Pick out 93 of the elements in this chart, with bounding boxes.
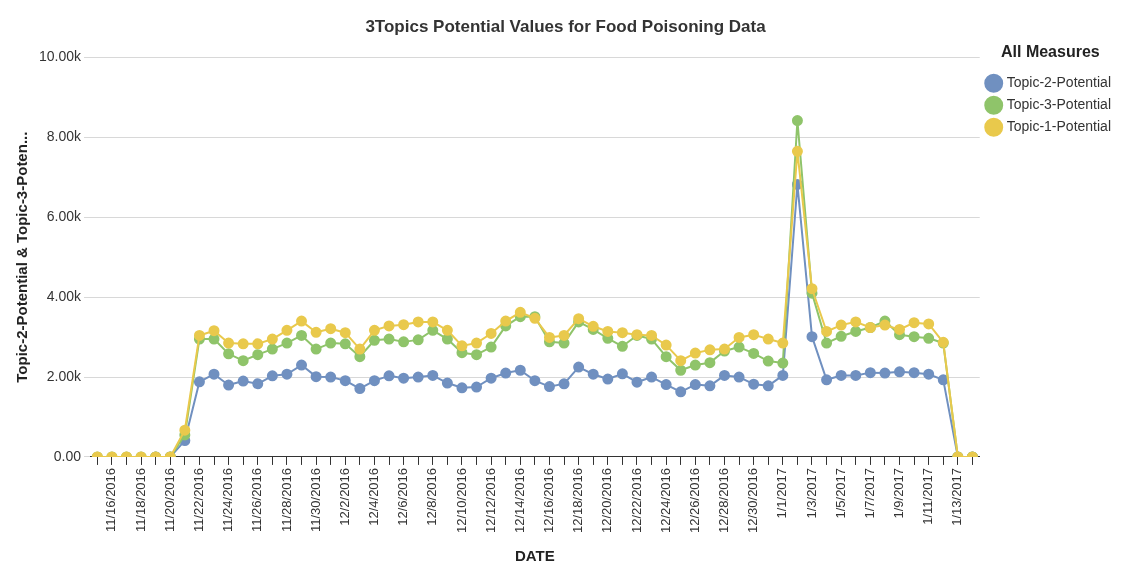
point [631,376,643,388]
x-tick-label: 11/30/2016 [307,467,323,533]
x-tick-label: 1/1/2017 [774,467,790,519]
point [602,373,614,385]
point [252,378,264,390]
point [748,378,760,390]
point [398,372,410,384]
point [835,369,847,381]
point [500,367,512,379]
legend-label: Topic-3-Potential [1006,96,1112,113]
point [879,367,891,379]
point [237,375,249,387]
point [354,383,366,395]
point [456,382,468,394]
y-tick-label: 4.00k [46,287,83,304]
x-tick-label: 1/9/2017 [891,467,907,519]
point [850,369,862,381]
point [923,368,935,380]
x-tick-label: 11/22/2016 [191,467,206,533]
y-tick-label: 2.00k [46,367,83,384]
point [368,375,380,387]
x-tick-label: 11/26/2016 [249,467,265,533]
y-tick-label: 6.00k [46,208,83,225]
point [675,386,687,398]
x-tick-label: 1/11/2017 [920,467,936,525]
point [646,371,658,383]
point [485,372,497,384]
point [660,379,672,391]
point [733,371,745,383]
x-tick-label: 12/30/2016 [745,467,761,534]
x-tick-label: 1/5/2017 [832,467,848,519]
point [266,370,278,382]
point [223,379,235,391]
point [704,380,716,392]
x-tick-label: 11/18/2016 [132,467,148,533]
legend-label: Topic-2-Potential [1006,74,1112,91]
x-tick-label: 12/12/2016 [482,467,498,534]
x-tick-label: 12/10/2016 [453,467,469,534]
point [762,380,774,392]
x-tick-label: 12/6/2016 [395,467,411,526]
x-tick-label: 12/24/2016 [657,467,673,534]
point [471,381,483,393]
legend-label: Topic-1-Potential [1006,118,1112,135]
x-tick-label: 12/26/2016 [686,467,702,534]
y-axis-title: Topic-2-Potential & Topic-3-Poten... [13,131,31,383]
point [689,379,701,391]
point [616,368,628,380]
x-tick-label: 12/2/2016 [336,467,352,526]
point [208,368,220,380]
y-tick-label: 10.00k [38,48,83,65]
point [894,366,906,378]
x-tick-label: 1/7/2017 [861,467,877,519]
x-tick-label: 12/16/2016 [541,467,557,534]
x-tick-label: 11/28/2016 [278,467,294,533]
point [296,359,308,371]
point [558,378,570,390]
point [543,381,555,393]
x-tick-label: 12/20/2016 [599,467,615,534]
x-tick-label: 11/20/2016 [161,467,177,533]
point [412,371,424,383]
point [383,370,395,382]
point [427,369,439,381]
x-tick-label: 12/8/2016 [424,467,440,526]
point [281,368,293,380]
point [864,367,876,379]
x-tick-label: 12/4/2016 [366,467,382,526]
point [339,375,351,387]
x-tick-label: 11/24/2016 [220,467,236,533]
point [718,369,730,381]
x-tick-label: 1/3/2017 [803,467,819,519]
x-axis-title: DATE [515,547,555,565]
point [587,368,599,380]
point [514,364,526,376]
point [310,371,322,383]
chart-title: 3Topics Potential Values for Food Poisoning Data [365,16,767,36]
point [777,369,789,381]
x-tick-label: 12/22/2016 [628,467,644,534]
point [441,377,453,389]
legend-title: All Measures [1001,43,1100,61]
point [573,361,585,373]
x-tick-label: 12/18/2016 [570,467,586,534]
y-tick-label: 0.00 [53,447,82,464]
point [821,374,833,386]
x-tick-label: 12/14/2016 [511,467,527,534]
y-tick-label: 8.00k [46,128,83,145]
point [908,367,920,379]
x-tick-label: 11/16/2016 [103,467,119,533]
point [325,371,337,383]
point [193,376,205,388]
point [806,331,818,343]
x-tick-label: 1/13/2017 [949,467,965,526]
x-tick-label: 12/28/2016 [716,467,732,534]
point [529,375,541,387]
